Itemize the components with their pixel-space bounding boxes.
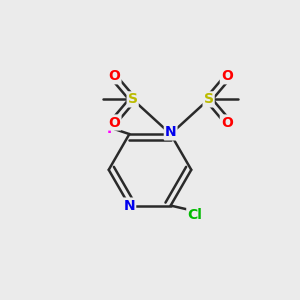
Text: I: I [107,122,112,136]
Text: S: S [128,92,138,106]
Text: O: O [221,116,233,130]
Text: N: N [165,125,176,140]
Text: O: O [109,116,120,130]
Text: O: O [221,69,233,83]
Text: N: N [124,199,135,213]
Text: S: S [204,92,214,106]
Text: Cl: Cl [187,208,202,223]
Text: O: O [109,69,120,83]
